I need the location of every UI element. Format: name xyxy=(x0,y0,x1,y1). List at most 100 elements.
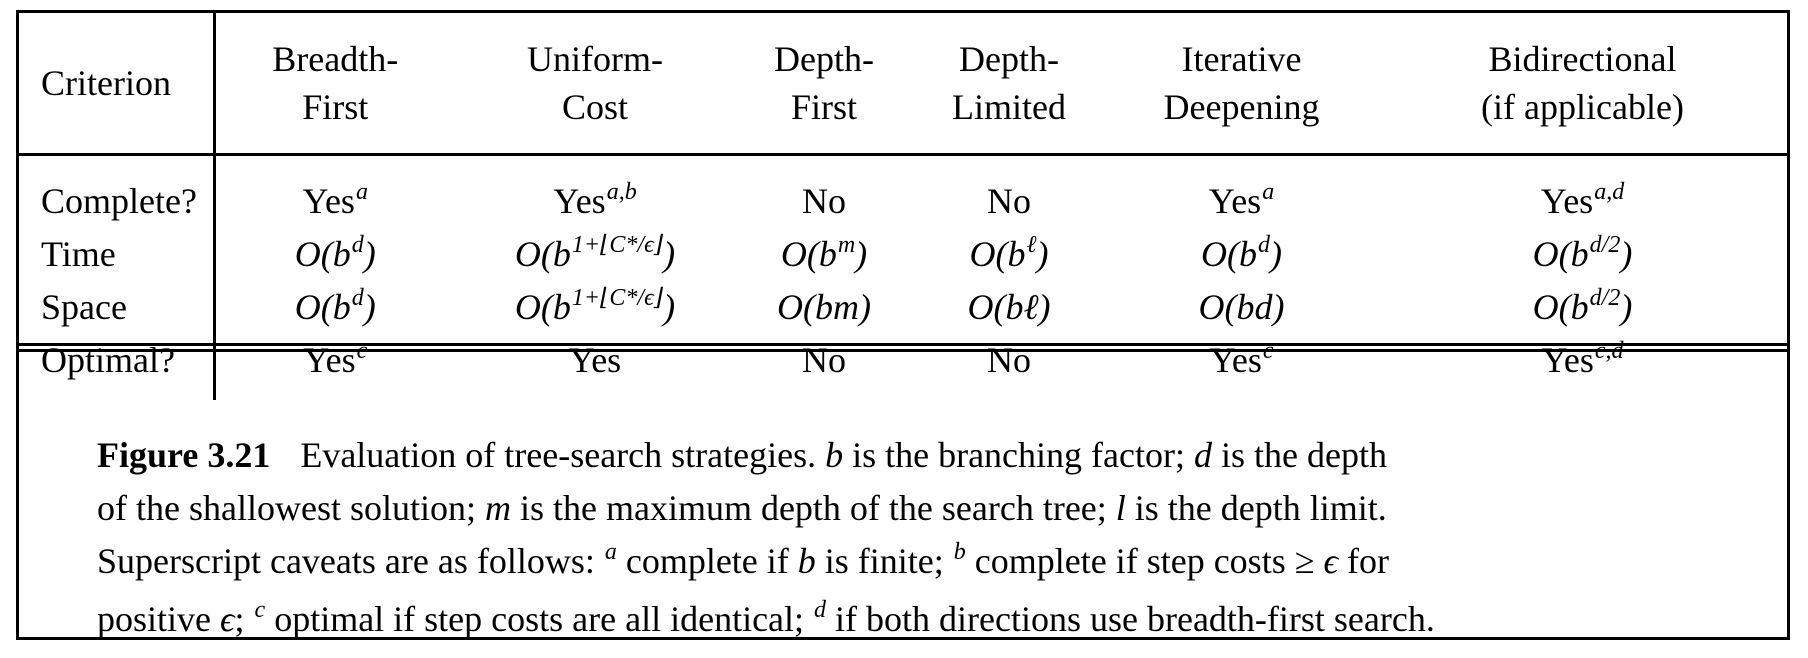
column-header-line: First xyxy=(302,87,369,127)
column-header-line: Criterion xyxy=(41,63,171,103)
column-header: Uniform- Cost xyxy=(455,13,735,155)
table-cell: Yes xyxy=(455,333,735,400)
table-cell: Yesa,b xyxy=(455,155,735,228)
cell-superscript: 1+⌊C*/ϵ⌋ xyxy=(571,231,664,258)
cell-superscript: a xyxy=(1262,178,1275,205)
cell-text: Yes xyxy=(1209,339,1262,380)
cell-superscript: d xyxy=(1258,231,1270,258)
cell-math-close: ) xyxy=(855,233,868,274)
caption-text: positive xyxy=(97,599,220,639)
row-label: Time xyxy=(19,227,216,280)
caption-text: is finite; xyxy=(815,541,953,581)
cell-superscript: d xyxy=(351,284,364,311)
caption-superscript: b xyxy=(953,539,966,565)
cell-text: Yes xyxy=(1208,180,1262,221)
cell-text: Yes xyxy=(553,180,606,221)
caption-text: is the depth xyxy=(1211,435,1387,475)
cell-math: O(bd) xyxy=(1198,286,1285,327)
table-cell: Yesa,d xyxy=(1378,155,1787,228)
cell-math-close: ) xyxy=(1036,233,1049,274)
cell-text: No xyxy=(987,339,1031,380)
cell-math-close: ) xyxy=(363,286,376,327)
caption-math: b xyxy=(797,541,816,581)
figure-caption: Figure 3.21 Evaluation of tree-search str… xyxy=(97,429,1737,651)
cell-math-close: ) xyxy=(663,233,676,274)
cell-math: O(b xyxy=(514,233,571,274)
cell-math: O(b xyxy=(1532,286,1589,327)
caption-math: m xyxy=(484,488,511,528)
caption-text: complete if step costs ≥ xyxy=(965,541,1324,581)
caption-line: Superscript caveats are as follows: a co… xyxy=(97,535,1737,593)
cell-superscript: d xyxy=(351,231,364,258)
header-row: Criterion Breadth- First Uniform- Cost Depth-… xyxy=(19,13,1787,155)
cell-superscript: d/2 xyxy=(1589,284,1621,311)
cell-math: O(b xyxy=(294,286,351,327)
column-header: Bidirectional (if applicable) xyxy=(1378,13,1787,155)
caption-line: of the shallowest solution; m is the max… xyxy=(97,482,1737,535)
table-cell: O(bd) xyxy=(214,227,455,280)
table-cell: O(bd) xyxy=(214,280,455,333)
cell-superscript: a,d xyxy=(1594,178,1625,205)
table-row: Time O(bd) O(b1+⌊C*/ϵ⌋) O(bm) O(bℓ) O(bd) O(bd… xyxy=(19,227,1787,280)
cell-text: No xyxy=(802,180,846,221)
cell-math: O(b xyxy=(1532,233,1589,274)
cell-superscript: d/2 xyxy=(1589,231,1621,258)
caption-superscript: a xyxy=(604,539,617,565)
search-strategy-table: Criterion Breadth- First Uniform- Cost Depth-… xyxy=(19,13,1787,400)
cell-superscript: a xyxy=(355,178,368,205)
table-cell: No xyxy=(735,333,913,400)
cell-text: No xyxy=(802,339,846,380)
column-header-line: Deepening xyxy=(1163,87,1320,127)
caption-text: complete if xyxy=(616,541,798,581)
caption-text: optimal if step costs are all identical; xyxy=(265,599,814,639)
cell-math-close: ) xyxy=(663,286,676,327)
caption-text: is the branching factor; xyxy=(843,435,1194,475)
caption-superscript: d xyxy=(814,597,827,623)
cell-math: O(bℓ) xyxy=(967,286,1051,327)
cell-math-close: ) xyxy=(1270,233,1282,274)
column-header-line: Depth- xyxy=(959,39,1059,79)
cell-text: Yes xyxy=(1540,180,1594,221)
column-header-line: First xyxy=(790,87,858,127)
cell-superscript: ℓ xyxy=(1026,231,1037,258)
caption-text: if both directions use breadth-first sea… xyxy=(826,599,1435,639)
caption-text: is the depth limit. xyxy=(1125,488,1387,528)
cell-text: No xyxy=(987,180,1031,221)
caption-text: Superscript caveats are as follows: xyxy=(97,541,604,581)
cell-superscript: a,b xyxy=(606,178,637,205)
figure-frame: Criterion Breadth- First Uniform- Cost Depth-… xyxy=(16,10,1790,640)
table-cell: No xyxy=(913,155,1105,228)
caption-text: is the maximum depth of the search tree; xyxy=(510,488,1116,528)
cell-text: Yes xyxy=(302,180,355,221)
caption-text: Evaluation of tree-search strategies. xyxy=(300,435,826,475)
cell-math: O(b xyxy=(1201,233,1257,274)
caption-math: l xyxy=(1115,488,1126,528)
cell-math: O(b xyxy=(969,233,1026,274)
caption-math: ϵ xyxy=(1323,541,1338,581)
column-header: Breadth- First xyxy=(214,13,455,155)
table-row: Complete? Yesa Yesa,b No No Yesa Yesa,d xyxy=(19,154,1787,228)
row-label: Complete? xyxy=(19,154,216,227)
column-header: Iterative Deepening xyxy=(1105,13,1378,155)
caption-math: b xyxy=(825,435,844,475)
table-cell: Yesa xyxy=(1105,155,1378,228)
caption-text: of the shallowest solution; xyxy=(97,488,485,528)
table-cell: O(bd/2) xyxy=(1378,280,1787,333)
caption-math: ϵ xyxy=(220,599,235,639)
double-rule-bottom xyxy=(19,349,1787,352)
caption-text: for xyxy=(1337,541,1389,581)
cell-superscript: 1+⌊C*/ϵ⌋ xyxy=(571,284,664,311)
table-row: Space O(bd) O(b1+⌊C*/ϵ⌋) O(bm) O(bℓ) O(bd) O(b… xyxy=(19,280,1787,333)
column-header-line: Cost xyxy=(561,87,629,127)
column-header-line: Depth- xyxy=(774,39,874,79)
table-cell: O(b1+⌊C*/ϵ⌋) xyxy=(455,227,735,280)
caption-line: positive ϵ; c optimal if step costs are … xyxy=(97,593,1737,651)
table-row: Optimal? Yesc Yes No No Yesc Yesc,d xyxy=(19,333,1787,400)
table-cell: No xyxy=(735,155,913,228)
caption-line: Figure 3.21 Evaluation of tree-search str… xyxy=(97,429,1737,482)
table-cell: O(bm) xyxy=(735,227,913,280)
table-cell: O(bd) xyxy=(1105,227,1378,280)
cell-math-close: ) xyxy=(363,233,376,274)
column-header: Depth- Limited xyxy=(913,13,1105,155)
cell-math: O(bm) xyxy=(777,286,871,327)
